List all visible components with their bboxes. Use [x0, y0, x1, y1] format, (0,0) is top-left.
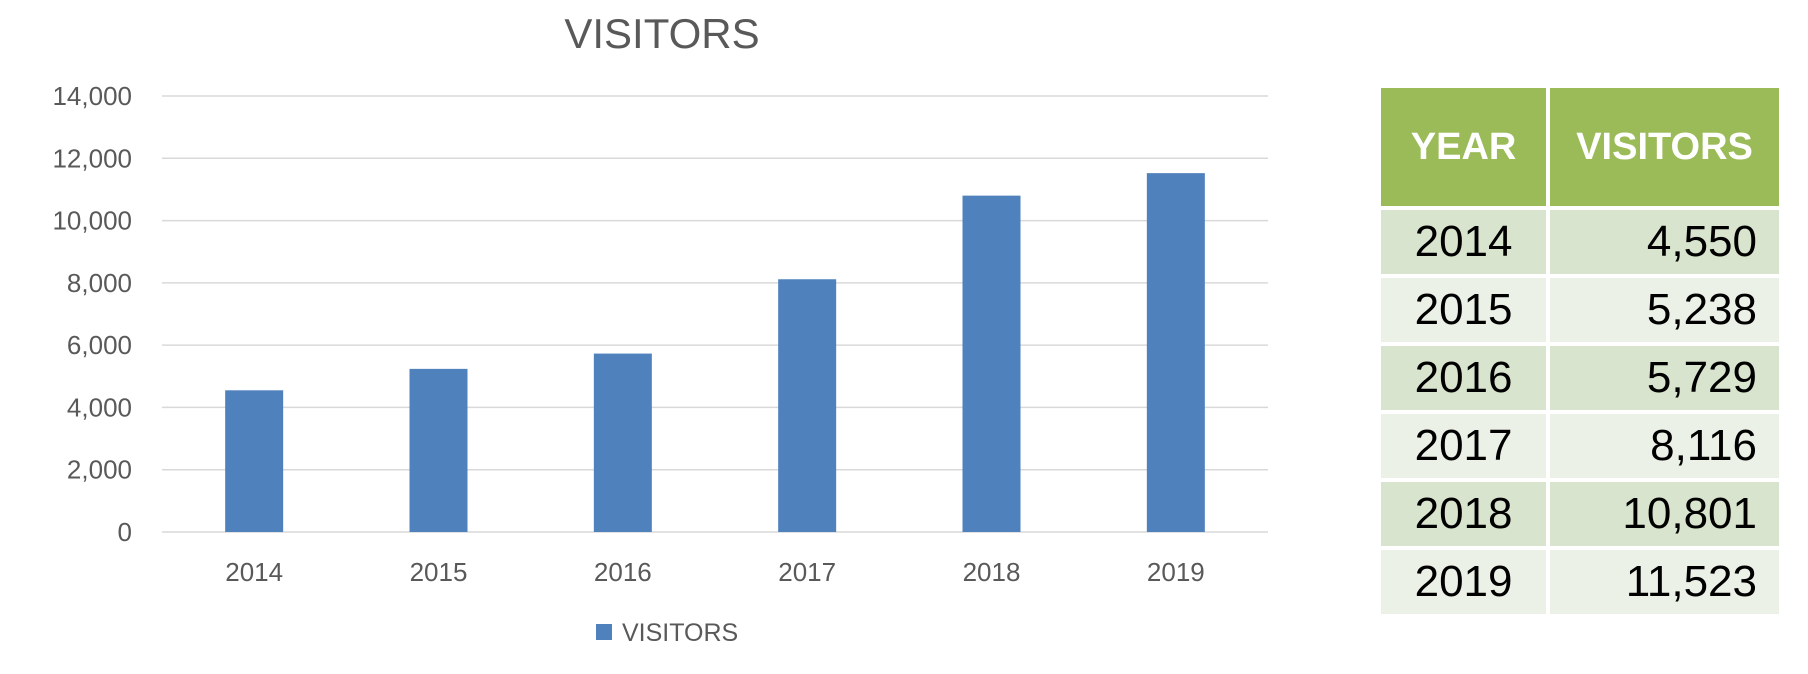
x-tick-label: 2019 [1147, 557, 1205, 587]
year-cell: 2014 [1381, 210, 1547, 274]
bar-chart: VISITORS 0 2,000 4,000 6,000 8,000 10,000 12,0… [52, 10, 1268, 647]
bar-2015 [409, 368, 468, 532]
y-tick-label: 6,000 [67, 330, 132, 360]
table-row: 2019 11,523 [1381, 550, 1779, 614]
year-cell: 2019 [1381, 550, 1547, 614]
y-tick-label: 10,000 [52, 206, 132, 236]
table-row: 2016 5,729 [1381, 346, 1779, 410]
year-cell: 2015 [1381, 278, 1547, 342]
legend: VISITORS [596, 619, 738, 647]
x-tick-label: 2017 [778, 557, 836, 587]
x-tick-label: 2014 [225, 557, 283, 587]
legend-swatch [596, 624, 612, 640]
y-tick-label: 8,000 [67, 268, 132, 298]
y-tick-label: 2,000 [67, 455, 132, 485]
table-row: 2014 4,550 [1381, 210, 1779, 274]
year-cell: 2016 [1381, 346, 1547, 410]
gridlines [162, 95, 1268, 533]
year-cell: 2018 [1381, 482, 1547, 546]
bar-2014 [225, 390, 284, 532]
table-row: 2015 5,238 [1381, 278, 1779, 342]
bar-2017 [778, 279, 837, 532]
y-tick-label: 14,000 [52, 81, 132, 111]
table-row: 2018 10,801 [1381, 482, 1779, 546]
chart-title: VISITORS [564, 10, 759, 57]
x-tick-label: 2015 [410, 557, 468, 587]
visitors-table: YEAR VISITORS 2014 4,550 2015 5,238 2016… [1377, 84, 1783, 618]
visitors-cell: 11,523 [1550, 550, 1779, 614]
table-row: 2017 8,116 [1381, 414, 1779, 478]
bar-2018 [962, 195, 1021, 532]
bars [225, 173, 1205, 532]
visitors-cell: 10,801 [1550, 482, 1779, 546]
x-tick-label: 2016 [594, 557, 652, 587]
bar-2016 [593, 353, 652, 532]
visitors-cell: 5,238 [1550, 278, 1779, 342]
x-axis-ticks: 2014 2015 2016 2017 2018 2019 [225, 557, 1205, 587]
x-tick-label: 2018 [963, 557, 1021, 587]
year-cell: 2017 [1381, 414, 1547, 478]
visitors-cell: 8,116 [1550, 414, 1779, 478]
y-axis-ticks: 0 2,000 4,000 6,000 8,000 10,000 12,000 14,000 [52, 81, 132, 547]
visitors-cell: 4,550 [1550, 210, 1779, 274]
y-tick-label: 4,000 [67, 392, 132, 422]
y-tick-label: 12,000 [52, 143, 132, 173]
y-tick-label: 0 [118, 517, 132, 547]
visitors-cell: 5,729 [1550, 346, 1779, 410]
table-header-row: YEAR VISITORS [1381, 88, 1779, 206]
column-header-visitors: VISITORS [1550, 88, 1779, 206]
column-header-year: YEAR [1381, 88, 1547, 206]
bar-2019 [1146, 173, 1205, 532]
legend-label: VISITORS [622, 619, 738, 647]
